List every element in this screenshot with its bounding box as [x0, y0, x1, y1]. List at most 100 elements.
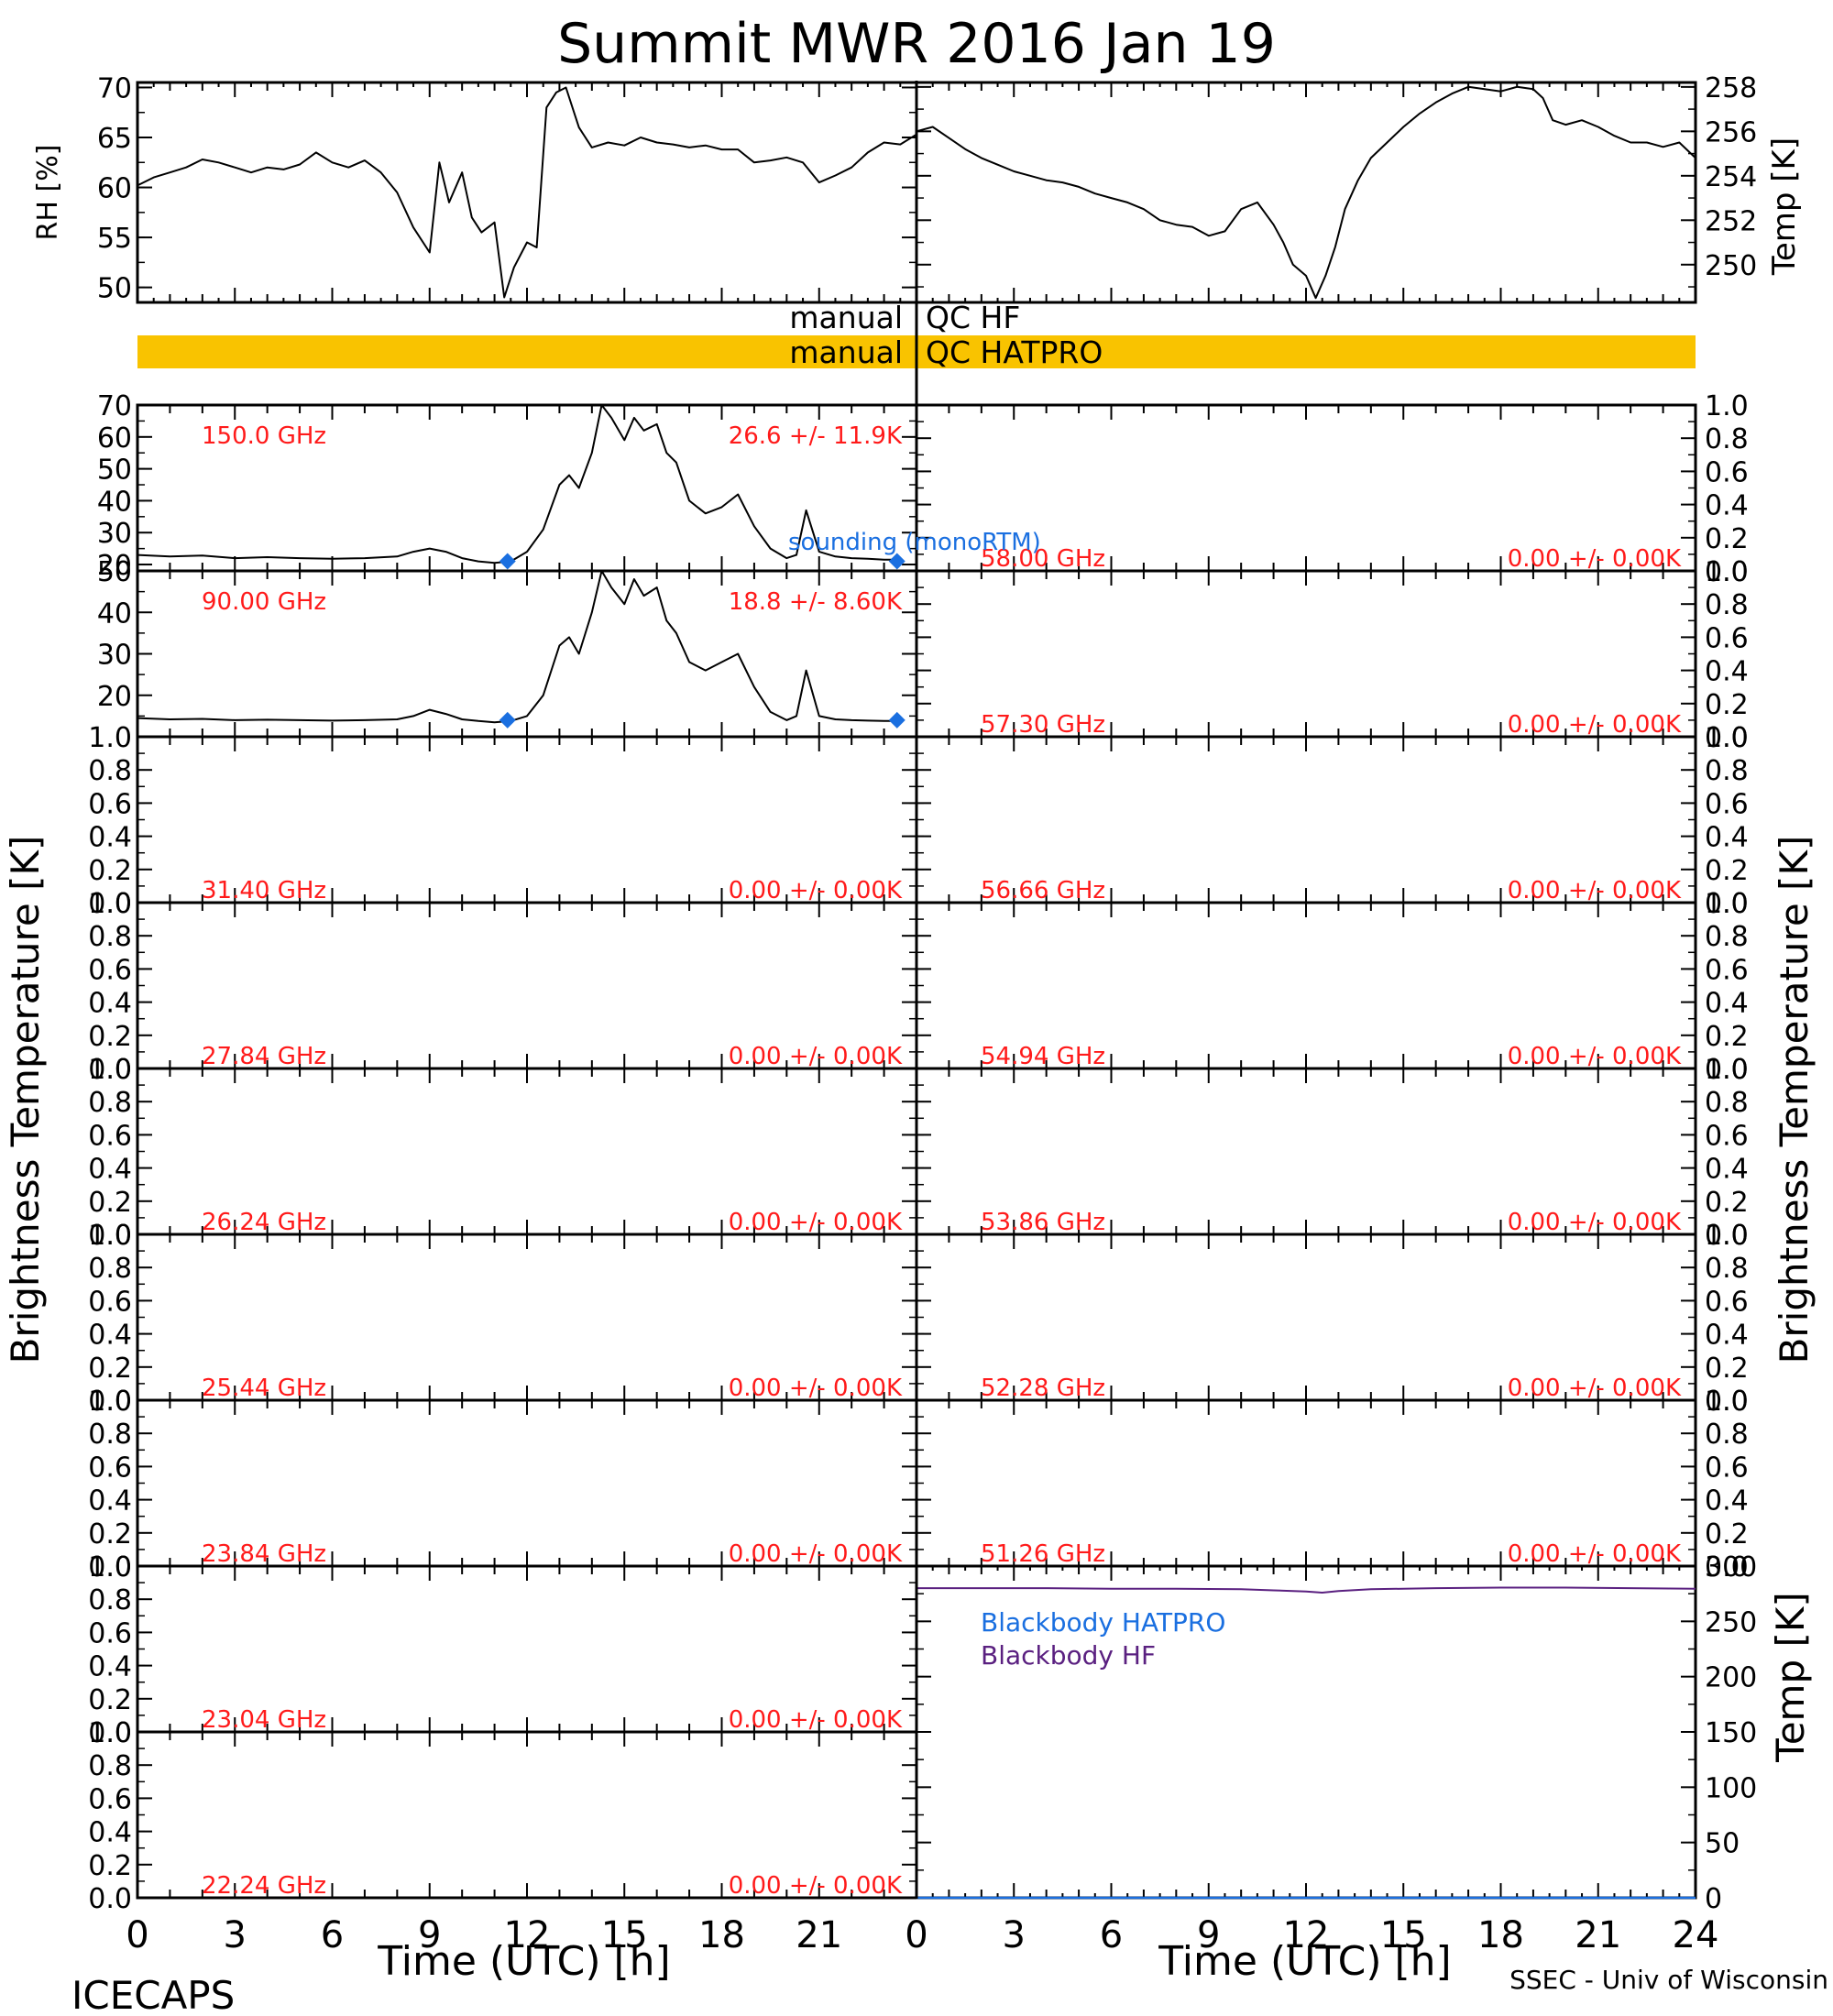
- freq-label: 22.24 GHz: [202, 1872, 326, 1900]
- y-tick-label: 0.4: [1705, 490, 1749, 522]
- tb-ylabel-right: Brightness Temperature [K]: [1772, 836, 1817, 1364]
- freq-label: 54.94 GHz: [981, 1043, 1105, 1070]
- y-tick-label: 20: [97, 681, 132, 713]
- y-tick-label: 1.0: [1705, 1054, 1749, 1086]
- y-tick-label: 250: [1705, 1606, 1757, 1638]
- tb-ylabel-left: Brightness Temperature [K]: [3, 836, 48, 1364]
- freq-label: 53.86 GHz: [981, 1209, 1105, 1236]
- panel-ch5730: 0.00.20.40.60.81.057.30 GHz 0.00 +/- 0.00…: [915, 556, 1749, 754]
- y-tick-label: 55: [97, 223, 132, 255]
- panel-ch5800: 0.00.20.40.60.81.058.00 GHz 0.00 +/- 0.00…: [915, 390, 1749, 588]
- freq-label: 31.40 GHz: [202, 877, 326, 904]
- y-tick-label: 0.2: [1705, 689, 1749, 721]
- y-tick-label: 0.0: [88, 1883, 132, 1915]
- stat-label: 0.00 +/- 0.00K: [1508, 1209, 1682, 1236]
- y-tick-label: 250: [1705, 250, 1757, 282]
- y-tick-label: 0.8: [88, 1087, 132, 1119]
- y-tick-label: 1.0: [1705, 1386, 1749, 1418]
- y-tick-label: 0.6: [1705, 1452, 1749, 1484]
- stat-label: 18.8 +/- 8.60K: [729, 588, 903, 616]
- stat-label: 0.00 +/- 0.00K: [1508, 545, 1682, 573]
- series-line-blackbody-hf: [916, 1586, 1696, 1594]
- sounding-marker: [499, 553, 516, 570]
- series-line-rh: [137, 86, 917, 299]
- freq-label: 52.28 GHz: [981, 1375, 1105, 1402]
- y-tick-label: 1.0: [1705, 390, 1749, 422]
- sounding-label: sounding (monoRTM): [788, 529, 1041, 556]
- y-tick-label: 1.0: [88, 1386, 132, 1418]
- series-line-ch90: [137, 570, 901, 724]
- x-tick-label: 15: [1380, 1914, 1427, 1956]
- sounding-marker: [888, 553, 906, 570]
- y-tick-label: 0.4: [1705, 1320, 1749, 1352]
- panel-ch5126: 0.00.20.40.60.81.051.26 GHz 0.00 +/- 0.00…: [915, 1386, 1749, 1583]
- y-tick-label: 60: [97, 173, 132, 205]
- freq-label: 27.84 GHz: [202, 1043, 326, 1070]
- stat-label: 0.00 +/- 0.00K: [1508, 1375, 1682, 1402]
- y-tick-label: 0.4: [88, 988, 132, 1020]
- y-tick-label: 0.6: [88, 1286, 132, 1318]
- stat-label: 0.00 +/- 0.00K: [1508, 1043, 1682, 1070]
- panel-ch2384: 0.00.20.40.60.81.023.84 GHz 0.00 +/- 0.00…: [88, 1386, 918, 1583]
- y-tick-label: 0.8: [88, 1419, 132, 1451]
- y-tick-label: 252: [1705, 205, 1757, 237]
- qc-hf-label-b: QC HF: [926, 300, 1020, 335]
- panel-ch5386: 0.00.20.40.60.81.053.86 GHz 0.00 +/- 0.00…: [915, 1054, 1749, 1252]
- y-tick-label: 1.0: [88, 1220, 132, 1252]
- y-tick-label: 0.6: [88, 1120, 132, 1152]
- x-tick-label: 3: [224, 1914, 247, 1956]
- y-tick-label: 200: [1705, 1662, 1757, 1694]
- y-tick-label: 0.4: [88, 1651, 132, 1683]
- panel-blackbody: 0 50 100 150 200 250 300: [915, 1551, 1757, 1915]
- y-tick-label: 0.4: [1705, 1485, 1749, 1517]
- y-tick-label: 40: [97, 597, 132, 630]
- panel-frame: [136, 81, 918, 304]
- x-tick-label: 9: [418, 1914, 441, 1956]
- panel-rh: 50 55 60 65 70: [97, 72, 918, 305]
- freq-label: 58.00 GHz: [981, 545, 1105, 573]
- y-tick-label: 70: [97, 72, 132, 104]
- y-tick-label: 0.2: [88, 1518, 132, 1550]
- y-tick-label: 0.6: [1705, 1286, 1749, 1318]
- stat-label: 0.00 +/- 0.00K: [1508, 877, 1682, 904]
- panel-ch2624: 0.00.20.40.60.81.026.24 GHz 0.00 +/- 0.00…: [88, 1054, 918, 1252]
- y-tick-label: 0.6: [1705, 1120, 1749, 1152]
- stat-label: 0.00 +/- 0.00K: [729, 877, 903, 904]
- panel-ch90: 20 30 40 50 90.00 GHz 18.8 +/- 8.60K: [97, 556, 918, 739]
- panel-frame: [915, 81, 1697, 304]
- panel-ch2784: 0.00.20.40.60.81.027.84 GHz 0.00 +/- 0.00…: [88, 888, 918, 1086]
- x-tick-label: 3: [1003, 1914, 1026, 1956]
- y-tick-label: 1.0: [88, 1717, 132, 1749]
- qc-hatpro-label-a: manual: [789, 334, 903, 370]
- y-tick-label: 0.0: [1705, 1220, 1749, 1252]
- y-tick-label: 0.0: [88, 1386, 132, 1418]
- y-tick-label: 0.2: [88, 1021, 132, 1053]
- y-tick-label: 0.0: [1705, 1386, 1749, 1418]
- freq-label: 57.30 GHz: [981, 711, 1105, 739]
- y-tick-label: 0.6: [1705, 954, 1749, 986]
- qc-hf-label-a: manual: [789, 300, 903, 335]
- xlabel-left: Time (UTC) [h]: [377, 1938, 670, 1985]
- y-tick-label: 1.0: [88, 888, 132, 920]
- x-tick-label: 6: [321, 1914, 344, 1956]
- x-tick-label: 15: [601, 1914, 648, 1956]
- y-tick-label: 0.4: [1705, 656, 1749, 688]
- x-tick-label: 21: [1575, 1914, 1621, 1956]
- y-tick-label: 1.0: [88, 1551, 132, 1583]
- y-tick-label: 0.6: [88, 1452, 132, 1484]
- x-tick-label: 9: [1197, 1914, 1220, 1956]
- y-tick-label: 100: [1705, 1772, 1757, 1804]
- bb-ylabel: Temp [K]: [1768, 1592, 1813, 1763]
- y-tick-label: 70: [97, 390, 132, 422]
- stat-label: 0.00 +/- 0.00K: [729, 1872, 903, 1900]
- y-tick-label: 0.6: [1705, 622, 1749, 654]
- y-tick-label: 0.8: [88, 1253, 132, 1285]
- y-tick-label: 0.8: [1705, 1419, 1749, 1451]
- y-tick-label: 0.0: [88, 1220, 132, 1252]
- stat-label: 0.00 +/- 0.00K: [1508, 1540, 1682, 1568]
- x-tick-label: 18: [698, 1914, 745, 1956]
- y-tick-label: 0.0: [1705, 556, 1749, 588]
- panel-ch2224: 0.00.20.40.60.81.022.24 GHz 0.00 +/- 0.00…: [88, 1717, 918, 1915]
